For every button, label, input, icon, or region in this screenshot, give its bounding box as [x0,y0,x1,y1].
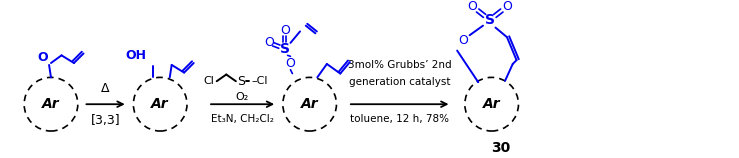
Text: 30: 30 [491,141,511,155]
Text: [3,3]: [3,3] [91,114,120,127]
Text: Ar: Ar [151,97,169,111]
Text: O: O [285,57,296,70]
Text: O: O [37,52,47,64]
Text: O₂: O₂ [235,92,248,102]
Text: S: S [485,13,494,27]
Text: S: S [280,42,290,56]
Text: Δ: Δ [101,82,110,95]
Text: Et₃N, CH₂Cl₂: Et₃N, CH₂Cl₂ [211,114,274,124]
Text: Ar: Ar [301,97,319,111]
Text: Ar: Ar [42,97,60,111]
Text: O: O [265,36,274,49]
Text: O: O [468,0,477,13]
Text: O: O [502,0,512,13]
Text: –Cl: –Cl [251,76,268,86]
Text: 3mol% Grubbs’ 2nd: 3mol% Grubbs’ 2nd [348,60,452,70]
Text: O: O [280,24,290,37]
Text: Cl: Cl [203,76,214,86]
Text: O: O [458,34,468,48]
Text: toluene, 12 h, 78%: toluene, 12 h, 78% [350,114,449,124]
Text: Ar: Ar [483,97,500,111]
Text: OH: OH [126,49,147,62]
Text: S: S [238,75,245,88]
Text: generation catalyst: generation catalyst [349,77,451,87]
